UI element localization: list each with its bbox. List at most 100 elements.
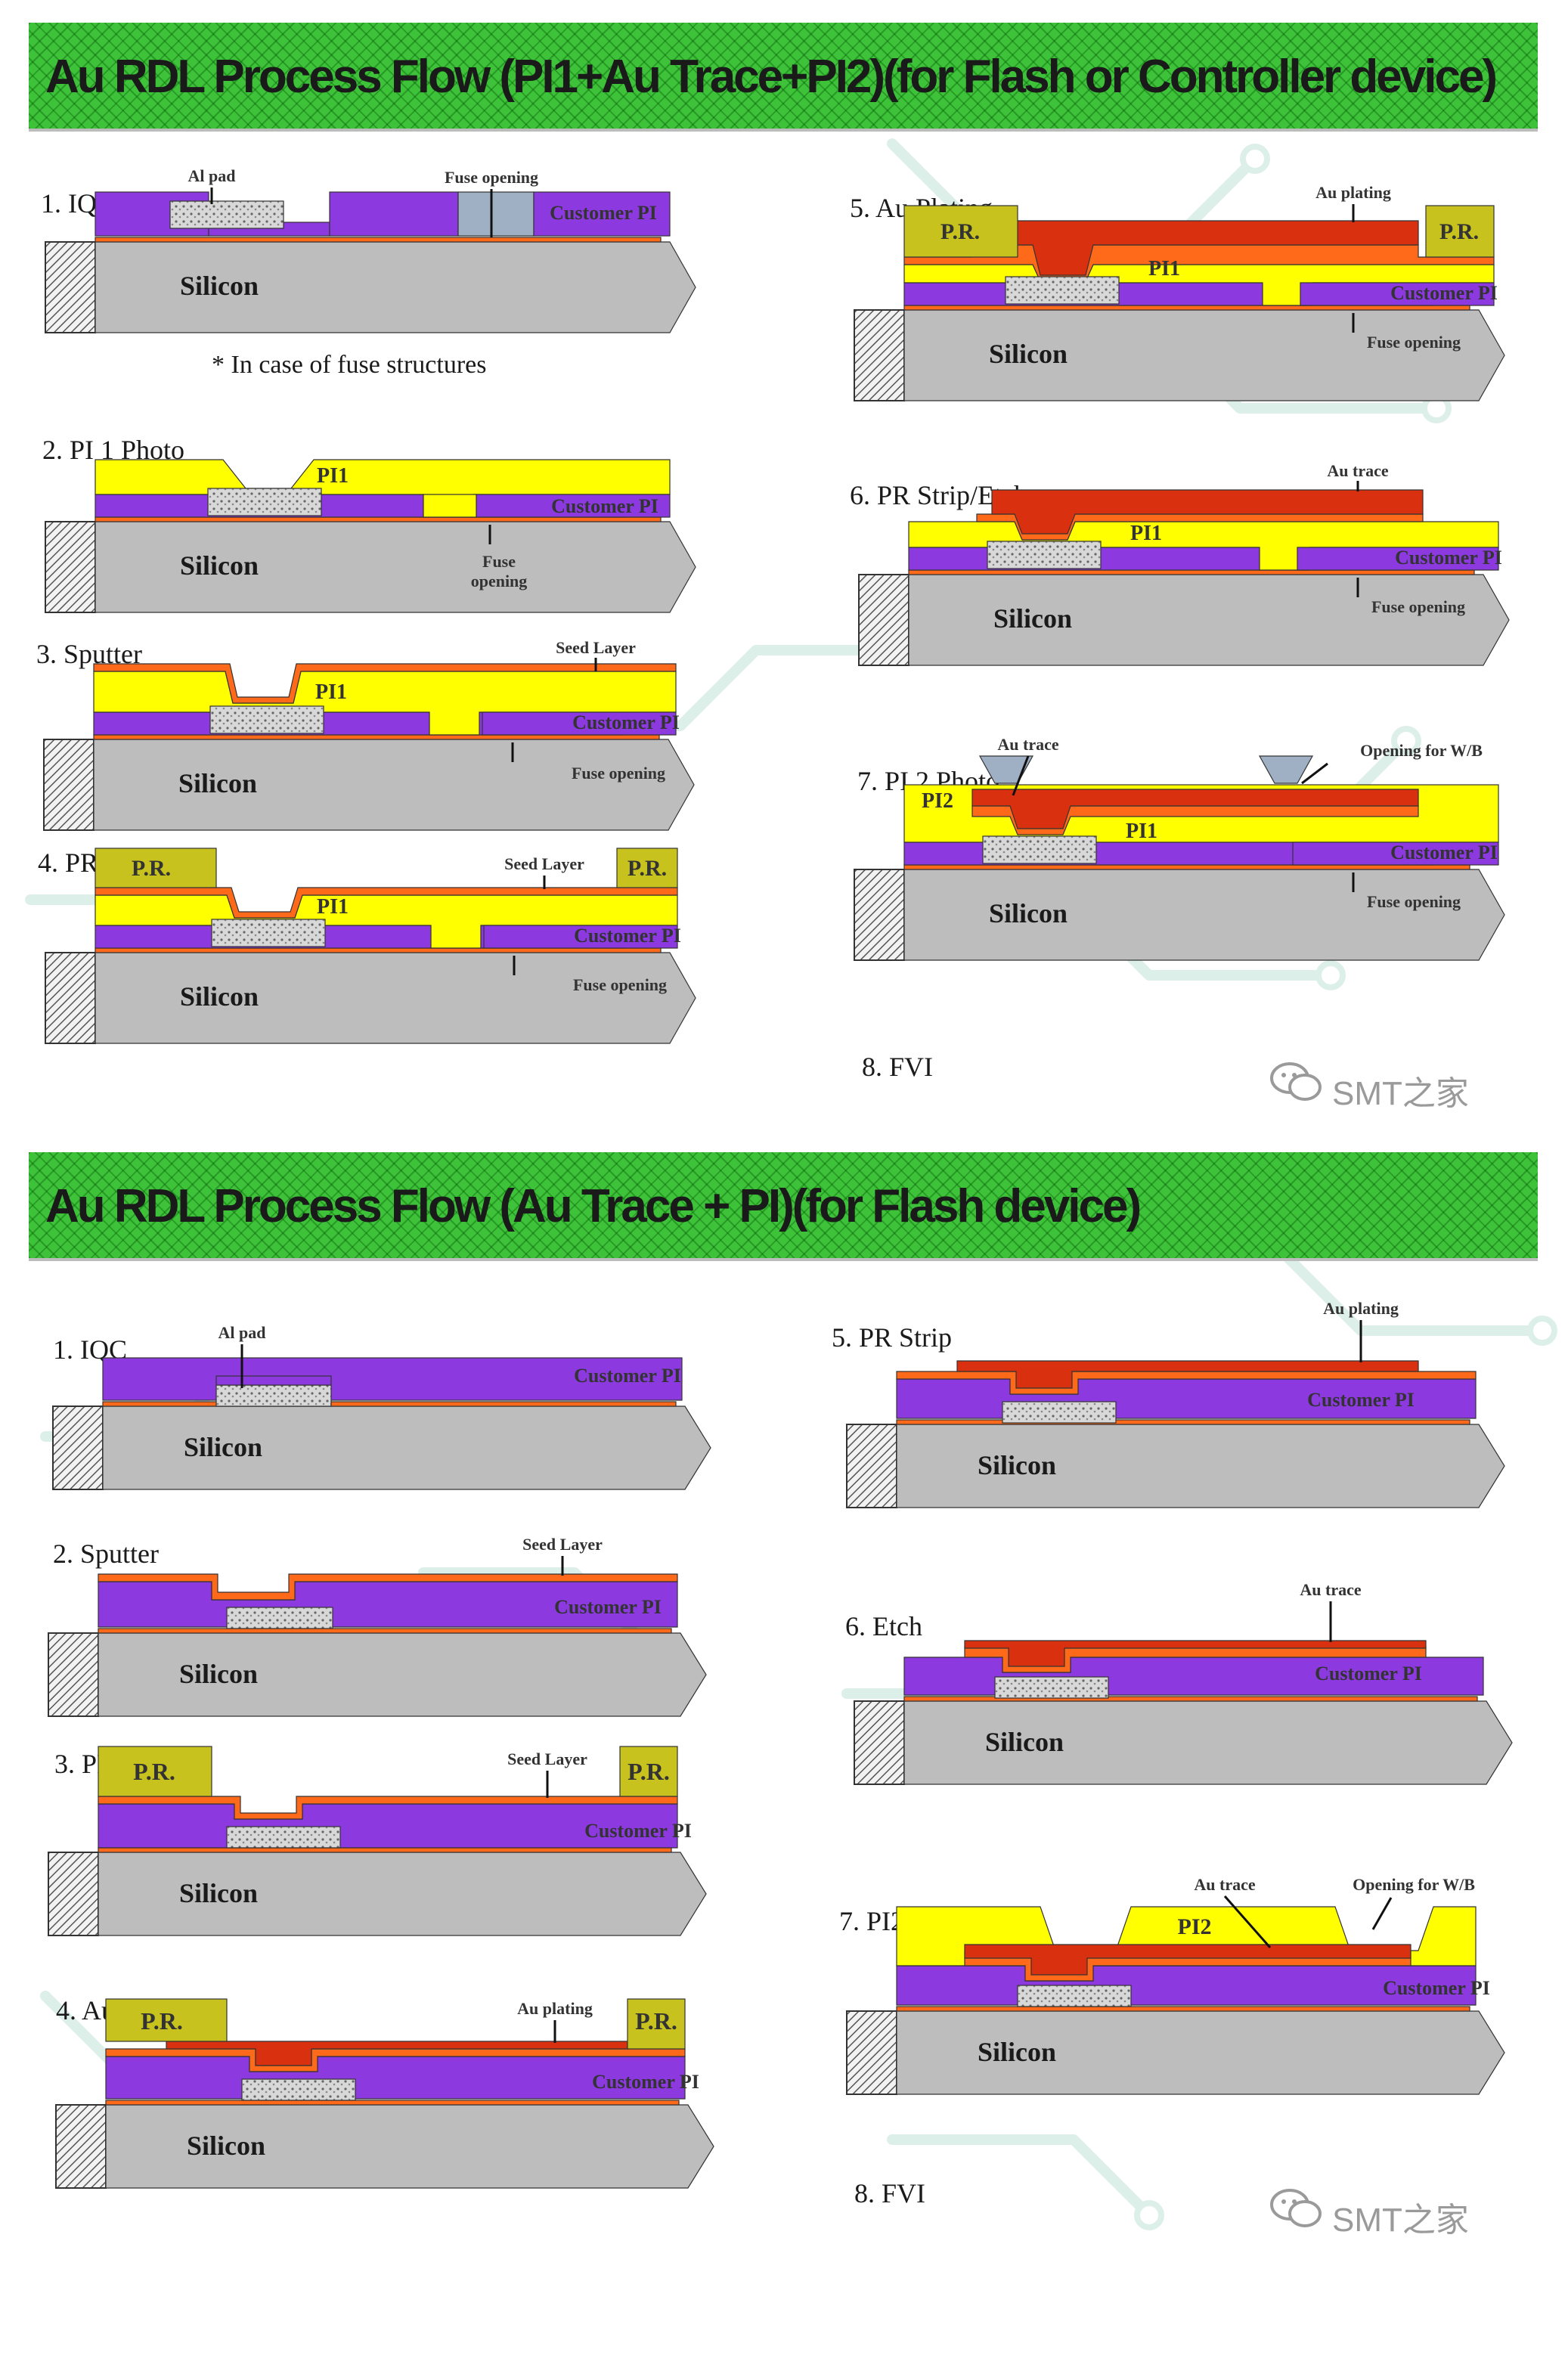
wb-opening-leader	[1301, 762, 1328, 785]
hatched-block	[846, 2010, 897, 2095]
customer-pi-right	[1300, 282, 1495, 306]
metal-line	[896, 2006, 1470, 2012]
au-label: Au trace	[1194, 1875, 1255, 1894]
au-label: Au trace	[1327, 461, 1388, 480]
step-title: 5. PR Strip	[832, 1322, 953, 1353]
customer-pi-label: Customer PI	[1307, 1389, 1415, 1411]
metal-line	[98, 1847, 672, 1853]
au-label: Au plating	[1323, 1299, 1399, 1318]
step-title: 8. FVI	[862, 1052, 934, 1082]
pi1-label: PI1	[1148, 257, 1180, 280]
hatched-block	[854, 309, 905, 401]
au-trace	[971, 789, 1419, 829]
pi1-label: PI1	[317, 464, 349, 488]
metal-line	[98, 1628, 672, 1634]
wb-opening-label: Opening for W/B	[1360, 741, 1483, 760]
customer-pi-right	[476, 494, 671, 518]
al-pad	[987, 541, 1102, 569]
al-pad	[169, 200, 284, 229]
au-label: Au trace	[1300, 1580, 1361, 1599]
step-2-8: 8. FVI	[832, 2177, 1557, 2374]
al-pad-label: Al pad	[188, 166, 236, 185]
customer-pi-label: Customer PI	[550, 202, 657, 224]
step-2-6: 6. Etch Silicon Customer PI Au trace	[839, 1580, 1565, 1785]
al-pad	[1002, 1401, 1117, 1424]
silicon-label: Silicon	[179, 1878, 258, 1908]
seed-layer	[964, 1646, 1427, 1673]
hatched-block	[43, 739, 95, 831]
metal-line	[903, 864, 1470, 870]
silicon-label: Silicon	[179, 1659, 258, 1689]
pi2-label: PI2	[1178, 1914, 1212, 1939]
wb-opening-label: Opening for W/B	[1353, 1875, 1475, 1894]
silicon-label: Silicon	[993, 603, 1072, 634]
seed-layer	[98, 1573, 678, 1601]
pr-right-label: P.R.	[635, 2007, 677, 2035]
al-pad	[211, 919, 326, 947]
seed-layer	[976, 513, 1424, 541]
hatched-block	[45, 952, 96, 1044]
pr-left	[105, 1998, 228, 2042]
customer-pi-right	[1292, 841, 1499, 866]
au-leader	[1012, 755, 1030, 796]
al-pad	[1005, 276, 1120, 305]
step-1-2: 2. PI 1 Photo Silicon PI1 Customer PI Fuse op…	[30, 416, 756, 613]
silicon-label: Silicon	[180, 271, 259, 301]
hatched-block	[854, 1700, 905, 1785]
cross-section-diagram: Silicon P.R. P.R. PI1 Customer PI Seed Layer F…	[45, 848, 696, 1044]
pi1-label: PI1	[1126, 820, 1157, 843]
pr-left-label: P.R.	[940, 219, 980, 244]
customer-pi-mid	[329, 191, 459, 237]
cross-section-diagram: Silicon P.R. P.R. Customer PI Au plating	[55, 1998, 714, 2189]
seed-label: Seed Layer	[522, 1535, 603, 1554]
cross-section-diagram: Silicon Customer PI Al pad	[52, 1323, 711, 1490]
fuse-label: Fuse opening	[1371, 597, 1465, 616]
al-pad	[226, 1826, 341, 1849]
metal-line	[95, 516, 662, 522]
section-1-banner: Au RDL Process Flow (PI1+Au Trace+PI2)(f…	[29, 23, 1538, 132]
customer-pi-right	[483, 925, 678, 949]
step-2-1: 1. IQC Silicon Customer PI Al pad	[38, 1316, 764, 1512]
pr-right-label: P.R.	[628, 1758, 670, 1785]
pr-right-label: P.R.	[628, 856, 667, 881]
hatched-block	[48, 1852, 99, 1936]
step-title: 6. Etch	[845, 1611, 922, 1641]
cross-section-diagram: Silicon PI1 Customer PI Seed Layer Fuse open…	[43, 638, 695, 831]
page: Au RDL Process Flow (PI1+Au Trace+PI2)(f…	[25, 23, 1565, 2239]
pr-right	[619, 1746, 678, 1797]
customer-pi-label: Customer PI	[551, 495, 658, 517]
step-title: 8. FVI	[854, 2178, 926, 2208]
wechat-icon	[1270, 2188, 1323, 2234]
au-label: Au plating	[517, 1999, 593, 2018]
customer-pi-label: Customer PI	[1390, 841, 1498, 863]
hatched-block	[52, 1405, 104, 1490]
hatched-block	[55, 2104, 107, 2189]
customer-pi-layer	[102, 1357, 683, 1401]
fuse-label: Fuse opening	[1367, 333, 1461, 352]
au-trace	[964, 1640, 1427, 1667]
metal-line	[93, 734, 660, 740]
fuse-fill	[423, 494, 477, 518]
customer-pi-label: Customer PI	[1390, 282, 1498, 304]
fuse-opening-window	[457, 191, 535, 237]
seed-label: Seed Layer	[504, 854, 584, 873]
step-2-2: 2. Sputter Silicon Customer PI Seed Layer	[33, 1520, 759, 1717]
pr-left-label: P.R.	[132, 856, 171, 881]
customer-pi-right	[1297, 547, 1499, 571]
pr-right	[616, 848, 678, 888]
hatched-block	[45, 241, 96, 333]
step-title: 2. Sputter	[53, 1539, 159, 1569]
customer-pi-label: Customer PI	[574, 925, 681, 947]
metal-line	[102, 1401, 677, 1407]
seed-layer	[971, 805, 1419, 835]
silicon-label: Silicon	[184, 1432, 262, 1462]
wechat-icon	[1270, 1061, 1323, 1108]
cross-section-diagram: Silicon PI2 PI1 Customer PI Au trace Opening …	[854, 735, 1505, 961]
watermark: SMT之家	[1332, 1075, 1469, 1112]
hatched-block	[854, 869, 905, 961]
customer-pi-right	[482, 711, 677, 736]
cross-section-diagram: Silicon Customer PI Seed Layer	[48, 1535, 707, 1717]
customer-pi-label: Customer PI	[1315, 1663, 1422, 1684]
